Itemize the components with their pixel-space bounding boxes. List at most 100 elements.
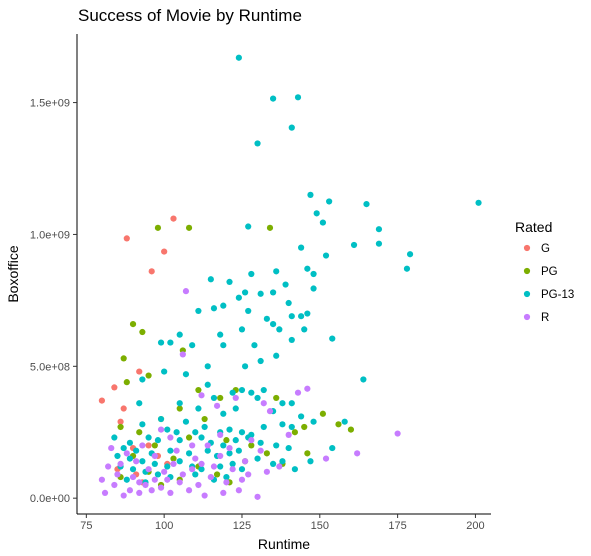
point-pg-13 [226,278,233,286]
point-r [276,463,283,470]
point-pg-13 [406,251,414,258]
x-axis-ticks: 75 100 125 150 175 200 [80,514,485,532]
point-r [285,431,292,438]
point-pg-13 [270,289,277,296]
point-r [182,288,190,295]
point-g [123,235,130,242]
point-pg-13 [136,400,143,407]
y-tick-label: 5.0e+08 [30,361,70,373]
point-pg-13 [363,201,370,208]
point-r [120,492,127,499]
point-r [322,455,330,462]
point-pg-13 [238,466,246,473]
point-pg [201,415,208,423]
point-pg-13 [207,276,214,283]
point-pg-13 [217,331,224,338]
point-r [179,471,186,478]
point-r [167,489,174,497]
point-pg [139,328,146,336]
point-r [304,385,311,392]
point-r [220,489,227,497]
x-axis-title: Runtime [258,536,310,552]
point-pg-13 [260,423,267,431]
point-pg-13 [182,371,190,378]
point-r [151,476,158,483]
point-g [161,248,168,255]
point-r [217,431,224,438]
data-points [98,54,482,500]
point-pg-13 [139,458,146,465]
legend: Rated G PG PG-13 R [515,219,574,324]
point-pg [266,224,274,231]
point-r [148,487,155,494]
point-pg-13 [310,270,317,278]
point-r [229,466,236,473]
point-pg [123,379,130,386]
point-pg-13 [133,447,140,454]
legend-title: Rated [515,219,552,235]
point-pg-13 [123,476,130,483]
point-pg-13 [254,394,261,402]
point-r [263,468,270,475]
point-pg-13 [329,335,336,342]
point-r [176,479,183,486]
point-pg-13 [288,124,295,131]
point-pg-13 [145,434,152,441]
point-pg [185,224,193,231]
point-r [245,471,252,478]
point-r [136,479,143,486]
point-r [189,466,196,473]
point-pg-13 [229,460,236,467]
point-r [114,471,121,478]
point-r [139,442,146,449]
point-pg-13 [248,270,255,278]
point-pg-13 [220,302,227,309]
point-pg [273,394,280,402]
point-r [161,468,168,475]
y-tick-label: 1.5e+09 [30,98,70,110]
point-pg-13 [310,418,317,425]
point-pg-13 [198,466,205,473]
point-pg-13 [270,95,277,102]
point-r [354,450,361,457]
point-pg [154,224,162,231]
point-r [157,426,165,433]
point-pg-13 [157,415,165,423]
point-r [248,437,255,444]
point-pg [263,450,270,457]
point-r [238,476,246,483]
point-r [123,450,130,457]
point-pg-13 [257,290,264,297]
point-pg-13 [198,434,205,441]
point-pg [301,423,308,431]
point-pg-13 [167,339,174,346]
point-r [254,493,261,500]
point-r [164,476,171,483]
point-pg-13 [291,466,298,473]
y-axis-title: Boxoffice [5,245,21,303]
point-g [98,397,106,404]
point-pg-13 [167,447,174,454]
point-pg-13 [313,210,320,217]
point-pg-13 [195,405,202,412]
point-pg-13 [192,429,199,436]
point-pg-13 [270,460,277,467]
point-r [133,458,140,465]
point-pg-13 [238,326,246,333]
point-pg-13 [273,268,280,275]
point-pg-13 [189,342,196,349]
point-pg-13 [157,339,165,346]
y-axis-ticks: 0.0e+00 5.0e+08 1.0e+09 1.5e+09 [30,98,77,505]
point-pg-13 [129,466,137,473]
point-r [226,444,233,452]
point-pg-13 [310,285,317,292]
point-r [204,442,211,449]
point-pg-13 [176,400,183,407]
point-r [394,430,401,437]
point-r [241,458,249,465]
point-r [145,466,152,473]
legend-key-g [523,244,531,252]
point-pg-13 [307,191,314,198]
point-pg-13 [375,226,383,233]
